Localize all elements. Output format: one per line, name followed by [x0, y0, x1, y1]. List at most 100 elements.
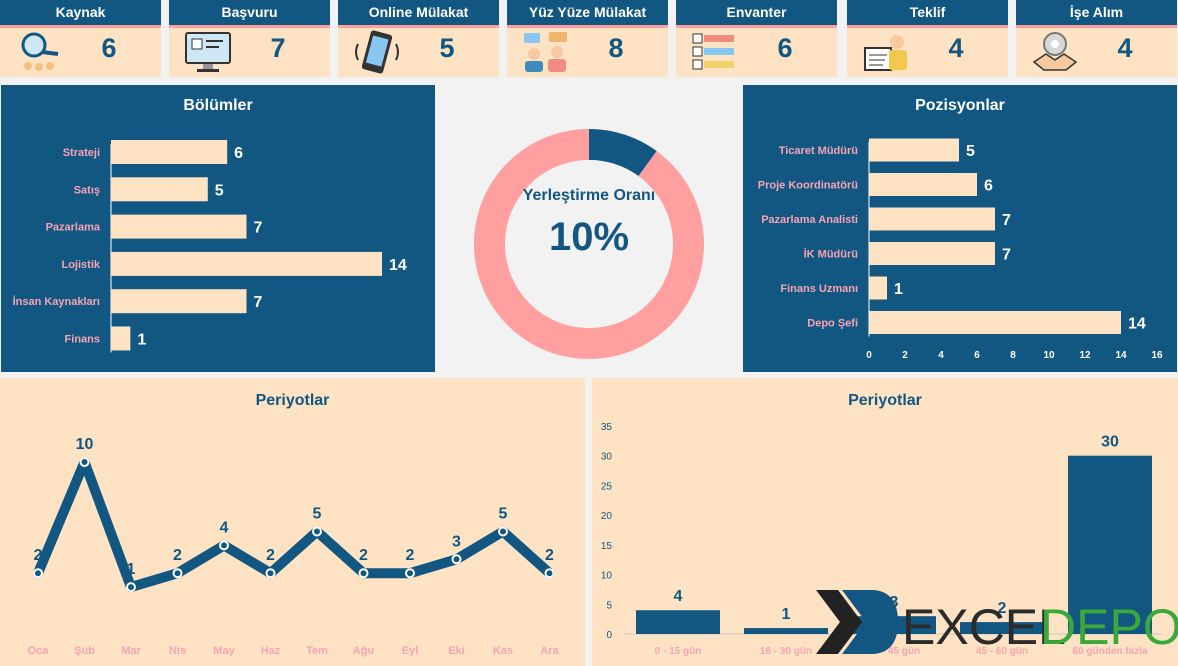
bar	[111, 289, 247, 314]
x-tick-label: Şub	[74, 645, 95, 657]
x-tick-label: 10	[1043, 350, 1055, 361]
kpi-card-yuz-yuze-mulakat: Yüz Yüze Mülakat 8	[507, 0, 668, 77]
line-series	[33, 457, 555, 593]
bar	[869, 207, 995, 231]
kpi-card-teklif: Teklif 4	[847, 0, 1008, 77]
category-label: Ticaret Müdürü	[779, 145, 858, 157]
bar	[111, 140, 228, 164]
category-label: Strateji	[63, 147, 100, 159]
placement-rate-donut	[474, 129, 704, 359]
bar	[111, 251, 382, 276]
donut-label: Yerleştirme Oranı	[522, 187, 656, 204]
x-tick-label: Kas	[493, 645, 513, 657]
line-point	[265, 568, 276, 579]
data-label: 7	[1002, 212, 1011, 229]
x-tick-label: 60 günden fazla	[1072, 646, 1147, 657]
magnifier-network-icon	[21, 32, 59, 71]
x-tick-label: Haz	[261, 645, 281, 657]
data-label: 5	[313, 506, 322, 523]
x-tick-label: 2	[902, 350, 908, 361]
bar	[869, 173, 977, 196]
y-tick-label: 5	[606, 600, 612, 611]
line-point	[312, 526, 322, 537]
x-tick-label: Eki	[448, 645, 465, 657]
bolumler-panel: Bölümler Strateji 6 Satış 5 Pazarlama 7 Lojist…	[1, 85, 435, 372]
pozisyonlar-title: Pozisyonlar	[915, 97, 1005, 114]
periyotlar-line-panel: Periyotlar 2 Oca 10 Şub 1 Mar 2 Nis 4 May 2 Haz 5 Tem…	[0, 378, 585, 666]
kpi-title: Yüz Yüze Mülakat	[507, 0, 668, 28]
line-point	[405, 568, 415, 579]
bar	[960, 622, 1044, 634]
category-label: Lojistik	[61, 259, 100, 271]
periyotlar-bar-title: Periyotlar	[848, 392, 922, 409]
data-label: 2	[406, 547, 415, 564]
kpi-card-kaynak: Kaynak 6	[0, 0, 161, 77]
data-label: 2	[998, 600, 1007, 617]
kpi-value: 7	[270, 33, 286, 63]
kpi-card-envanter: Envanter 6	[676, 0, 837, 77]
x-tick-label: 45 - 60 gün	[976, 646, 1028, 657]
offer-document-icon	[864, 35, 907, 71]
data-label: 2	[545, 547, 554, 564]
category-label: İnsan Kaynakları	[13, 295, 100, 308]
logo-text-excel: EXCEL	[902, 599, 1066, 655]
x-tick-label: Ara	[540, 645, 559, 657]
data-label: 1	[782, 606, 791, 623]
kpi-card-basvuru: Başvuru 7	[169, 0, 330, 77]
x-tick-label: Mar	[121, 645, 141, 657]
y-tick-label: 20	[601, 511, 613, 522]
y-tick-label: 0	[606, 630, 612, 641]
line-point	[544, 568, 555, 579]
data-label: 1	[127, 561, 136, 578]
data-label: 6	[984, 178, 993, 195]
excel-depo-logo: EXCEL DEPO	[816, 590, 1178, 655]
donut-value: 10%	[548, 215, 630, 259]
line-point	[33, 568, 43, 579]
kpi-value: 4	[948, 33, 964, 63]
kpi-title: Kaynak	[0, 0, 161, 28]
data-label: 5	[215, 182, 224, 199]
bar	[111, 326, 131, 351]
y-tick-label: 25	[601, 481, 613, 492]
bar	[869, 138, 959, 162]
pozisyonlar-panel: Pozisyonlar Ticaret Müdürü 5 Proje Koordin…	[743, 85, 1177, 372]
periyotlar-line-title: Periyotlar	[255, 392, 330, 409]
numbered-list-icon	[692, 33, 734, 70]
x-tick-label: 0 - 15 gün	[655, 646, 702, 657]
x-tick-label: 16 - 30 gün	[760, 646, 812, 657]
kpi-title: Envanter	[676, 0, 837, 28]
line-point	[219, 540, 229, 551]
x-tick-label: 4	[938, 350, 944, 361]
data-label: 7	[254, 220, 263, 237]
bar	[1068, 455, 1152, 634]
data-label: 3	[452, 533, 461, 550]
x-tick-label: 8	[1010, 350, 1016, 361]
data-label: 4	[220, 519, 229, 536]
data-label: 7	[1002, 247, 1011, 264]
kpi-value: 6	[101, 33, 117, 63]
y-tick-label: 15	[601, 541, 613, 552]
line-point	[358, 568, 369, 579]
category-label: Proje Koordinatörü	[758, 180, 858, 192]
bar	[636, 610, 720, 634]
x-tick-label: Tem	[306, 645, 328, 657]
x-tick-label: 16	[1151, 350, 1163, 361]
bolumler-chart: Strateji 6 Satış 5 Pazarlama 7 Lojistik 14 İnsan…	[13, 140, 407, 353]
bar	[869, 242, 995, 265]
bar	[111, 177, 208, 202]
bar	[111, 214, 247, 239]
category-label: Finans Uzmanı	[780, 283, 858, 295]
x-tick-label: 6	[974, 350, 980, 361]
bar	[869, 311, 1121, 334]
category-label: Pazarlama Analisti	[761, 214, 858, 226]
x-tick-label: Nis	[169, 645, 186, 657]
y-tick-label: 35	[601, 422, 613, 433]
meeting-people-icon	[524, 32, 567, 72]
x-tick-label: May	[213, 645, 235, 657]
x-tick-label: 0	[866, 350, 872, 361]
line-point	[79, 457, 90, 467]
bolumler-title: Bölümler	[183, 97, 253, 114]
x-tick-label: Eyl	[402, 645, 419, 657]
data-label: 2	[266, 547, 275, 564]
pozisyonlar-chart: Ticaret Müdürü 5 Proje Koordinatörü 6 Pazarl…	[758, 138, 1163, 361]
